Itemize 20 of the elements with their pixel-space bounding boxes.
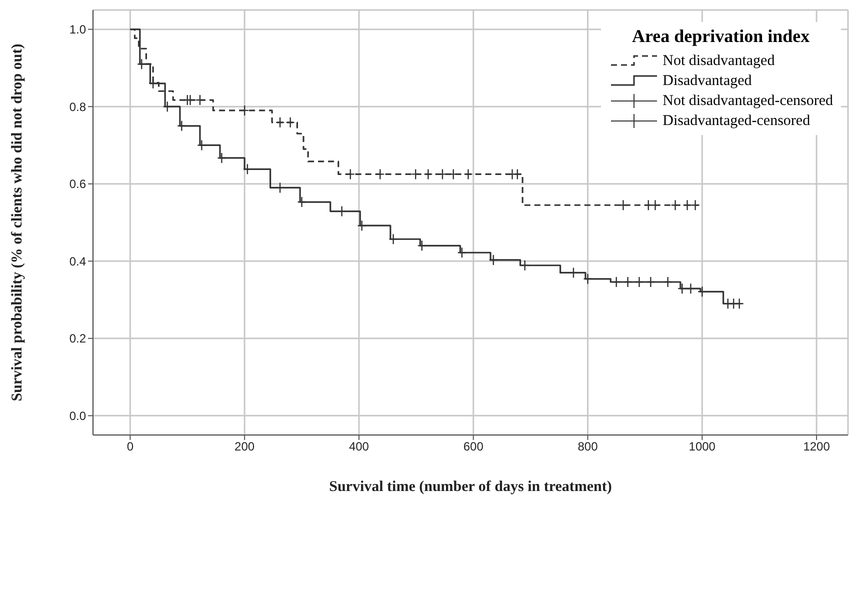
legend-label: Not disadvantaged <box>662 52 775 70</box>
x-tick-label: 200 <box>234 440 255 454</box>
x-tick-label: 400 <box>348 440 370 454</box>
x-tick-label: 600 <box>463 440 484 454</box>
y-tick-label: 0.0 <box>69 408 86 423</box>
x-tick-label: 0 <box>126 440 134 454</box>
y-axis-title: Survival probability (% of clients who did not drop out) <box>9 44 26 402</box>
legend-label: Disadvantaged <box>662 72 752 90</box>
legend-label: Disadvantaged-censored <box>662 112 810 130</box>
legend-label: Not disadvantaged-censored <box>662 92 833 110</box>
x-tick-label: 1000 <box>688 440 716 454</box>
x-tick-label: 1200 <box>803 440 830 454</box>
x-tick-label: 800 <box>578 440 598 454</box>
legend-title: Area deprivation index <box>630 26 811 47</box>
x-axis-title: Survival time (number of days in treatment) <box>329 479 612 495</box>
y-tick-label: 1.0 <box>69 22 86 37</box>
y-tick-label: 0.6 <box>69 177 86 192</box>
y-tick-label: 0.2 <box>69 332 86 346</box>
y-tick-label: 0.8 <box>69 100 86 114</box>
y-tick-label: 0.4 <box>69 254 86 268</box>
